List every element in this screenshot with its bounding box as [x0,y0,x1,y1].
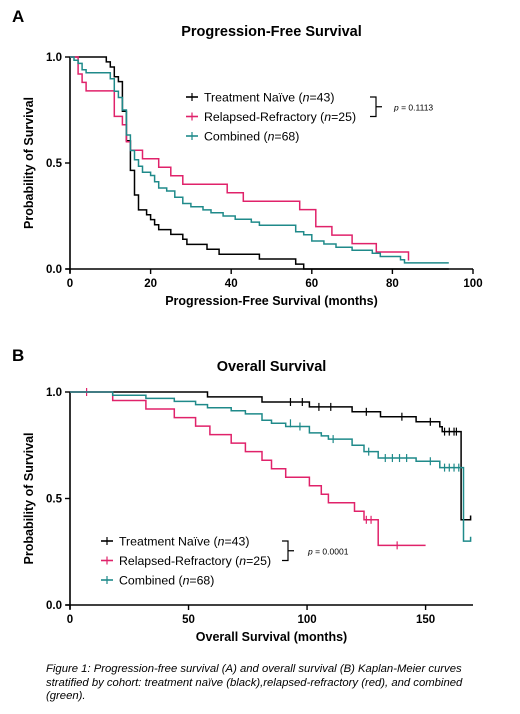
x-axis-label: Progression-Free Survival (months) [165,294,378,308]
x-tick-label: 0 [67,614,73,626]
p-value-annotation: p = 0.0001 [307,546,349,556]
legend-entry-naive: Treatment Naïve (n=43) [204,91,334,105]
p-value-annotation: p = 0.1113 [393,102,433,112]
x-tick-label: 20 [144,278,157,290]
x-tick-label: 100 [463,278,482,290]
x-tick-label: 60 [305,278,318,290]
chart-title: Progression-Free Survival [181,24,362,40]
figure-caption: Figure 1: Progression-free survival (A) … [46,663,463,703]
series-line-naive [70,391,472,521]
legend-entry-combined: Combined (n=68) [119,574,214,588]
x-tick-label: 40 [225,278,238,290]
x-tick-label: 80 [386,278,399,290]
significance-bracket [370,96,382,118]
y-tick-label: 0.0 [46,264,62,276]
series-line-combined [70,391,472,542]
y-tick-label: 1.0 [46,387,62,399]
series-line-combined [70,56,449,264]
x-axis-label: Overall Survival (months) [196,630,347,644]
x-tick-label: 100 [297,614,316,626]
y-tick-label: 0.0 [46,600,62,612]
y-tick-label: 1.0 [46,52,62,64]
legend-entry-relapsed: Relapsed-Refractory (n=25) [119,554,271,568]
chart-panel-b: B Overall Survival 0 50 100 150 0.0 0.5 1.0 Overa… [12,346,473,644]
chart-panel-a: A Progression-Free Survival 0 20 40 60 80 100 0.… [12,7,483,308]
y-tick-label: 0.5 [46,158,63,170]
chart-title: Overall Survival [217,359,327,375]
series-line-naive [70,56,449,270]
x-tick-label: 50 [182,614,195,626]
legend-entry-relapsed: Relapsed-Refractory (n=25) [204,110,356,124]
series-line-relapsed [70,56,410,261]
panel-label: A [12,7,24,26]
legend-entry-naive: Treatment Naïve (n=43) [119,535,249,549]
y-tick-label: 0.5 [46,494,63,506]
y-axis-label: Probability of Survival [22,97,36,229]
panel-label: B [12,346,24,365]
legend-entry-combined: Combined (n=68) [204,130,299,144]
kaplan-meier-figure: A Progression-Free Survival 0 20 40 60 80 100 0.… [12,7,483,644]
significance-bracket [282,540,294,562]
x-tick-label: 150 [416,614,435,626]
x-tick-label: 0 [67,278,73,290]
legend: Treatment Naïve (n=43) Relapsed-Refractor… [101,535,271,588]
legend: Treatment Naïve (n=43) Relapsed-Refractor… [186,91,356,144]
y-axis-label: Probability of Survival [22,433,36,565]
series-line-relapsed [70,391,426,547]
